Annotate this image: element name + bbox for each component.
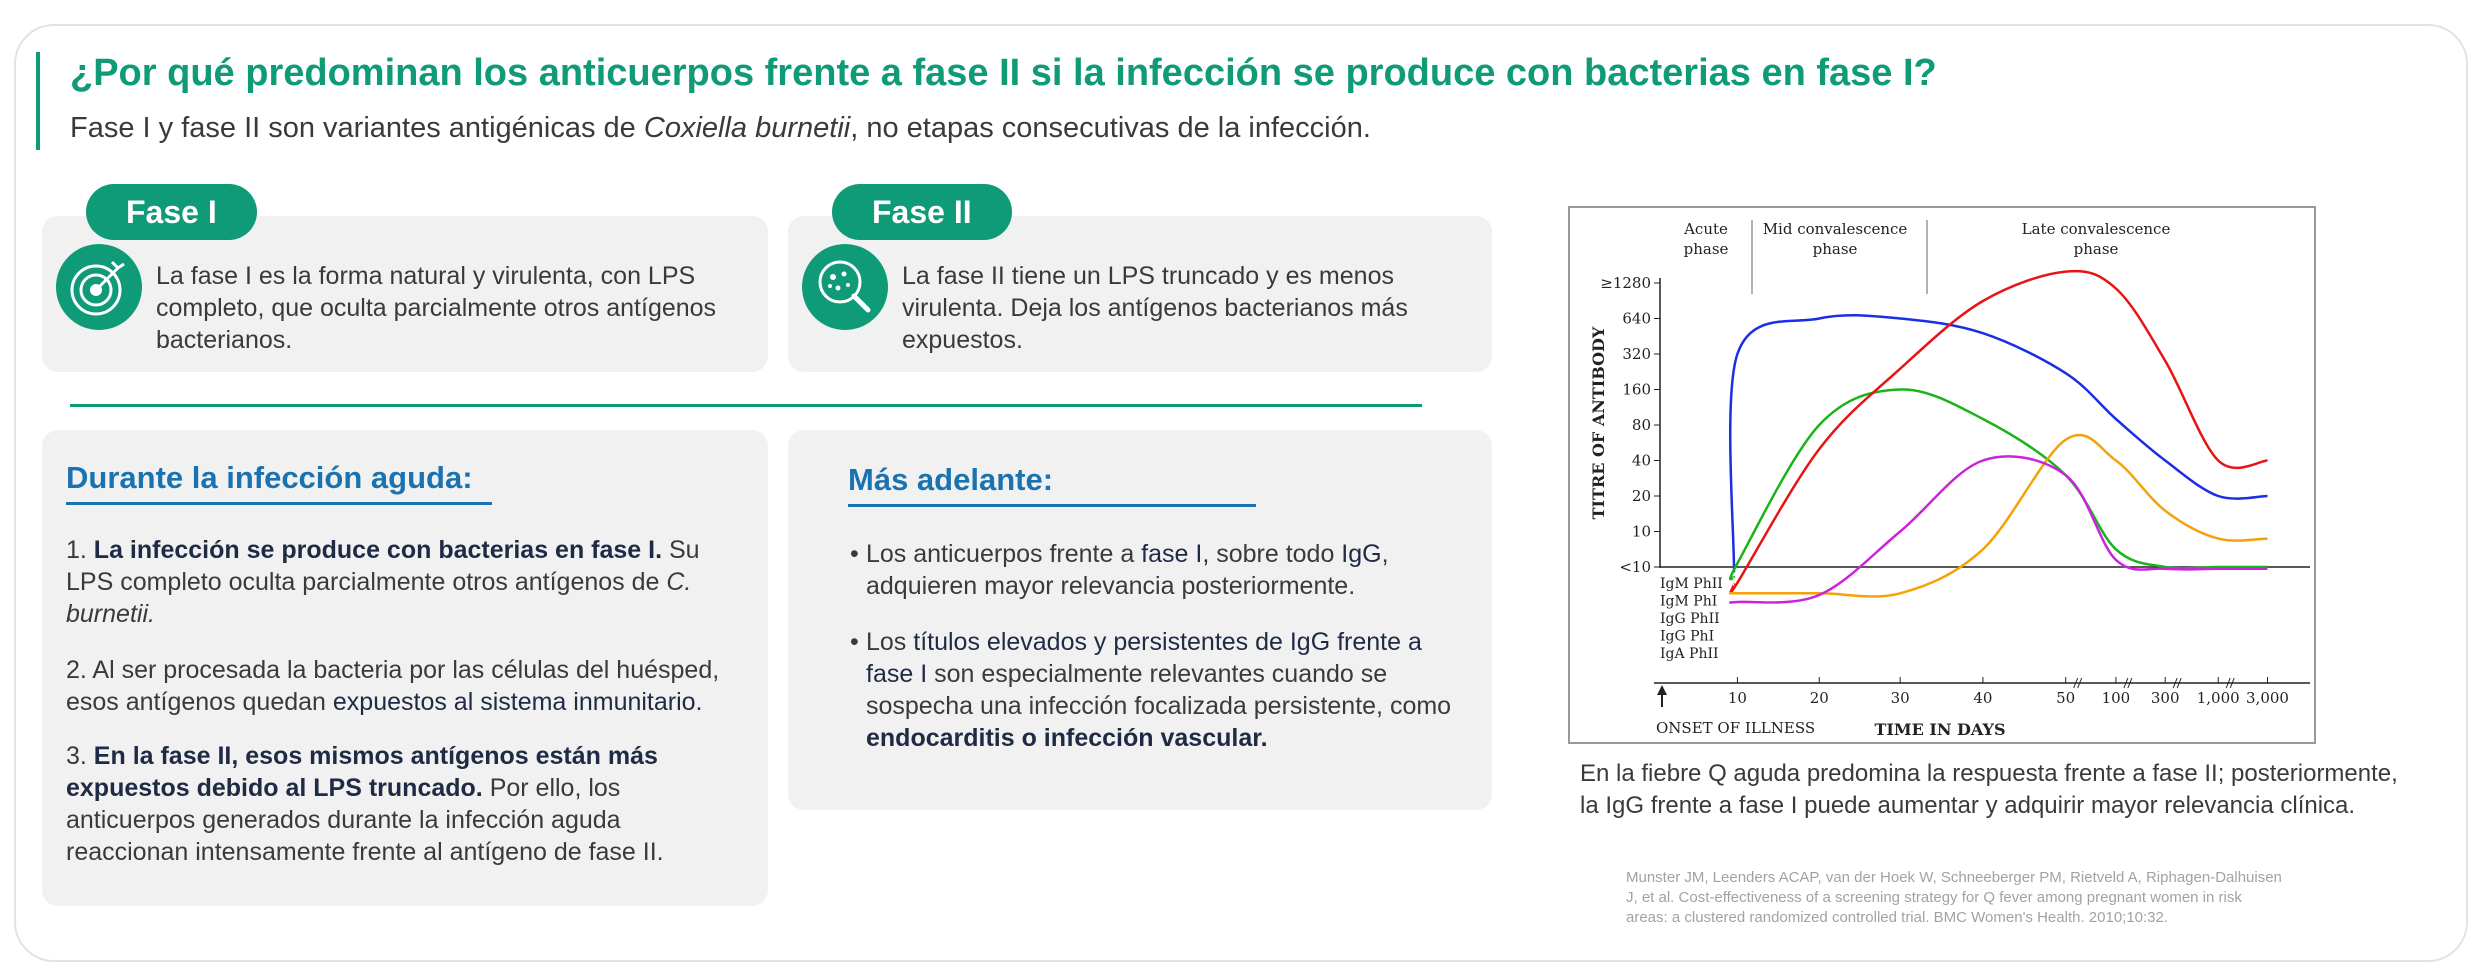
x-tick-label: 50 bbox=[2056, 689, 2075, 707]
acute-point-2: 2. Al ser procesada la bacteria por las … bbox=[66, 654, 756, 718]
point-text: 2. Al ser procesada la bacteria por las … bbox=[66, 656, 720, 716]
x-tick-label: 100 bbox=[2102, 689, 2131, 707]
phase2-card bbox=[788, 216, 1492, 372]
axis-break bbox=[2172, 677, 2178, 689]
y-tick-label: 10 bbox=[1632, 523, 1651, 541]
subtitle-text: Fase I y fase II son variantes antigénic… bbox=[70, 112, 644, 144]
point-number: 1. bbox=[66, 536, 94, 564]
phase-label: Acute bbox=[1683, 220, 1728, 238]
phase-label: Mid convalescence bbox=[1763, 220, 1908, 238]
acute-point-1: 1. La infección se produce con bacterias… bbox=[66, 534, 746, 630]
bacteria-magnifier-icon bbox=[802, 244, 888, 330]
series-line-iga-phii bbox=[1728, 455, 2268, 604]
later-title-underline bbox=[848, 504, 1256, 507]
antibody-chart: Acute phase Mid convalescence phase Late con… bbox=[1568, 206, 2316, 744]
point-text: Su LPS completo oculta parcialmente otro… bbox=[66, 536, 700, 596]
later-bullet-2: • Los títulos elevados y persistentes de … bbox=[850, 626, 1466, 754]
x-tick-label: 10 bbox=[1728, 689, 1747, 707]
axis-break bbox=[2127, 677, 2133, 689]
axis-break bbox=[2225, 677, 2231, 689]
x-tick-label: 300 bbox=[2151, 689, 2180, 707]
y-tick-label: 20 bbox=[1632, 487, 1651, 505]
series-baseline-label: IgG PhI bbox=[1660, 629, 1714, 645]
bullet-text: Los bbox=[866, 628, 914, 656]
bullet-text: sobre todo bbox=[1209, 540, 1342, 568]
phase2-label: Fase II bbox=[832, 184, 1012, 240]
chart-caption: En la fiebre Q aguda predomina la respue… bbox=[1580, 760, 2398, 819]
y-tick-label: 40 bbox=[1632, 452, 1651, 470]
bullet-highlight: IgG bbox=[1341, 540, 1382, 568]
y-tick-label: 640 bbox=[1622, 310, 1651, 328]
x-axis-label: TIME IN DAYS bbox=[1874, 720, 2005, 739]
page-subtitle: Fase I y fase II son variantes antigénic… bbox=[70, 112, 1371, 145]
axis-break bbox=[2176, 677, 2182, 689]
point-number: 3. bbox=[66, 742, 94, 770]
page-title: ¿Por qué predominan los anticuerpos fren… bbox=[70, 52, 1937, 94]
series-baseline-label: IgG PhII bbox=[1660, 611, 1720, 627]
phase-label: phase bbox=[1684, 240, 1729, 258]
bullet-text: , adquieren mayor relevancia posteriorme… bbox=[866, 540, 1389, 600]
series-baseline-label: IgM PhI bbox=[1660, 594, 1717, 610]
bullet-highlight: fase I, bbox=[1141, 540, 1210, 568]
subtitle-text-end: , no etapas consecutivas de la infección… bbox=[850, 112, 1371, 144]
point-highlight: expuestos al sistema inmunitario. bbox=[332, 688, 703, 716]
axis-break bbox=[2229, 677, 2235, 689]
series-baseline-label: IgM PhII bbox=[1660, 576, 1723, 592]
series-line-igg-phii bbox=[1728, 269, 2268, 595]
x-tick-label: 40 bbox=[1973, 689, 1992, 707]
series-line-igm-phii bbox=[1728, 313, 2268, 573]
later-title: Más adelante: bbox=[848, 462, 1054, 497]
phase2-text: La fase II tiene un LPS truncado y es me… bbox=[902, 262, 1408, 354]
series-line-igm-phi bbox=[1728, 388, 2268, 581]
later-bullet-1: • Los anticuerpos frente a fase I, sobre … bbox=[850, 538, 1466, 602]
phase-label: Late convalescence bbox=[2022, 220, 2171, 238]
target-icon bbox=[56, 244, 142, 330]
phase1-text: La fase I es la forma natural y virulent… bbox=[156, 262, 717, 354]
acute-point-3: 3. En la fase II, esos mismos antígenos … bbox=[66, 740, 746, 868]
phase1-label: Fase I bbox=[86, 184, 257, 240]
bullet-highlight: endocarditis o infección vascular. bbox=[866, 724, 1268, 752]
x-tick-label: 1,000 bbox=[2197, 689, 2240, 707]
phase1-card bbox=[42, 216, 768, 372]
series-line-igg-phi bbox=[1728, 433, 2268, 598]
subtitle-species: Coxiella burnetii bbox=[643, 112, 851, 144]
onset-arrowhead bbox=[1657, 685, 1667, 695]
axis-break bbox=[2077, 677, 2083, 689]
later-card bbox=[788, 430, 1492, 810]
axis-break bbox=[2073, 677, 2079, 689]
point-text: Por ello, los anticuerpos generados dura… bbox=[66, 774, 664, 866]
point-highlight: En la fase II, esos mismos antígenos est… bbox=[66, 742, 658, 802]
axis-break bbox=[2123, 677, 2129, 689]
phase-label: phase bbox=[2074, 240, 2119, 258]
series-baseline-label: IgA PhII bbox=[1660, 646, 1719, 662]
bullet-dot: • bbox=[850, 540, 859, 568]
title-accent-bar bbox=[36, 52, 40, 150]
x-tick-label: 3,000 bbox=[2246, 689, 2289, 707]
y-tick-label: 80 bbox=[1632, 416, 1651, 434]
y-axis-label: TITRE OF ANTIBODY bbox=[1589, 326, 1608, 519]
y-tick-label: 160 bbox=[1622, 381, 1651, 399]
bullet-text: son especialmente relevantes cuando se s… bbox=[866, 660, 1452, 720]
onset-label: ONSET OF ILLNESS bbox=[1656, 719, 1815, 737]
acute-title: Durante la infección aguda: bbox=[66, 460, 473, 495]
y-tick-label: 320 bbox=[1622, 345, 1651, 363]
reference: Munster JM, Leenders ACAP, van der Hoek … bbox=[1626, 869, 2282, 926]
point-highlight: La infección se produce con bacterias en… bbox=[93, 536, 663, 564]
x-tick-label: 30 bbox=[1891, 689, 1910, 707]
bullet-dot: • bbox=[850, 628, 859, 656]
antibody-chart-svg: Acute phase Mid convalescence phase Late con… bbox=[1589, 220, 2310, 739]
acute-title-underline bbox=[66, 502, 492, 505]
y-tick-label: <10 bbox=[1619, 558, 1651, 576]
acute-card bbox=[42, 430, 768, 906]
y-tick-label: ≥1280 bbox=[1600, 274, 1651, 292]
point-species: C. burnetii. bbox=[66, 568, 692, 628]
section-divider bbox=[70, 404, 1422, 407]
bullet-highlight: títulos elevados y persistentes de IgG f… bbox=[866, 628, 1422, 688]
phase-label: phase bbox=[1813, 240, 1858, 258]
x-tick-label: 20 bbox=[1810, 689, 1829, 707]
bullet-text: Los anticuerpos frente a bbox=[866, 540, 1142, 568]
